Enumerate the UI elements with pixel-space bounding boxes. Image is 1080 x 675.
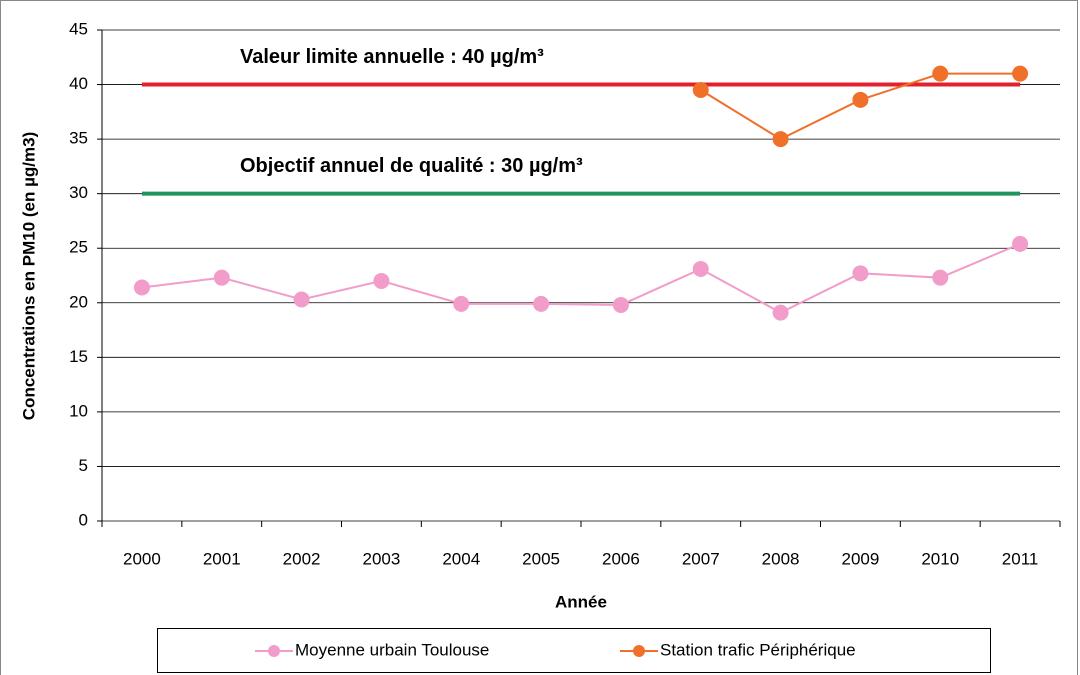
data-point <box>533 295 550 312</box>
data-point <box>772 304 789 321</box>
legend-label: Station trafic Périphérique <box>660 640 856 659</box>
y-tick-label: 40 <box>69 74 88 93</box>
data-point <box>373 272 390 289</box>
data-point <box>293 291 310 308</box>
reference-label: Objectif annuel de qualité : 30 µg/m³ <box>240 155 583 177</box>
x-tick-label: 2006 <box>602 549 640 568</box>
data-point <box>453 295 470 312</box>
reference-label: Valeur limite annuelle : 40 µg/m³ <box>240 46 544 68</box>
y-tick-label: 5 <box>79 456 88 475</box>
data-point <box>1012 65 1029 82</box>
y-axis-title: Concentrations en PM10 (en µg/m3) <box>19 132 38 420</box>
x-axis-title: Année <box>555 592 607 611</box>
x-tick-label: 2010 <box>921 549 959 568</box>
data-point <box>772 131 789 148</box>
y-tick-label: 35 <box>69 129 88 148</box>
x-tick-label: 2003 <box>363 549 401 568</box>
y-tick-label: 20 <box>69 292 88 311</box>
legend-marker <box>633 645 645 657</box>
x-tick-label: 2011 <box>1002 549 1039 568</box>
x-tick-label: 2007 <box>682 549 720 568</box>
x-tick-label: 2002 <box>283 549 321 568</box>
legend-box <box>157 628 991 673</box>
data-point <box>213 269 230 286</box>
legend-marker <box>268 645 280 657</box>
data-point <box>1012 235 1029 252</box>
y-tick-label: 10 <box>69 401 88 420</box>
y-tick-label: 30 <box>69 183 88 202</box>
x-tick-label: 2004 <box>442 549 480 568</box>
x-tick-label: 2005 <box>522 549 560 568</box>
y-tick-label: 15 <box>69 347 88 366</box>
data-point <box>852 265 869 282</box>
y-tick-label: 25 <box>69 238 88 257</box>
y-tick-label: 0 <box>79 510 88 529</box>
series-line <box>141 242 1021 314</box>
data-point <box>692 260 709 277</box>
data-point <box>612 296 629 313</box>
data-point <box>692 82 709 99</box>
legend-label: Moyenne urbain Toulouse <box>295 640 489 659</box>
data-point <box>852 91 869 108</box>
x-tick-label: 2000 <box>123 549 161 568</box>
x-tick-label: 2001 <box>203 549 241 568</box>
x-tick-label: 2008 <box>762 549 800 568</box>
y-tick-label: 45 <box>69 19 88 38</box>
data-point <box>932 269 949 286</box>
data-point <box>133 279 150 296</box>
x-tick-label: 2009 <box>842 549 880 568</box>
data-point <box>932 65 949 82</box>
